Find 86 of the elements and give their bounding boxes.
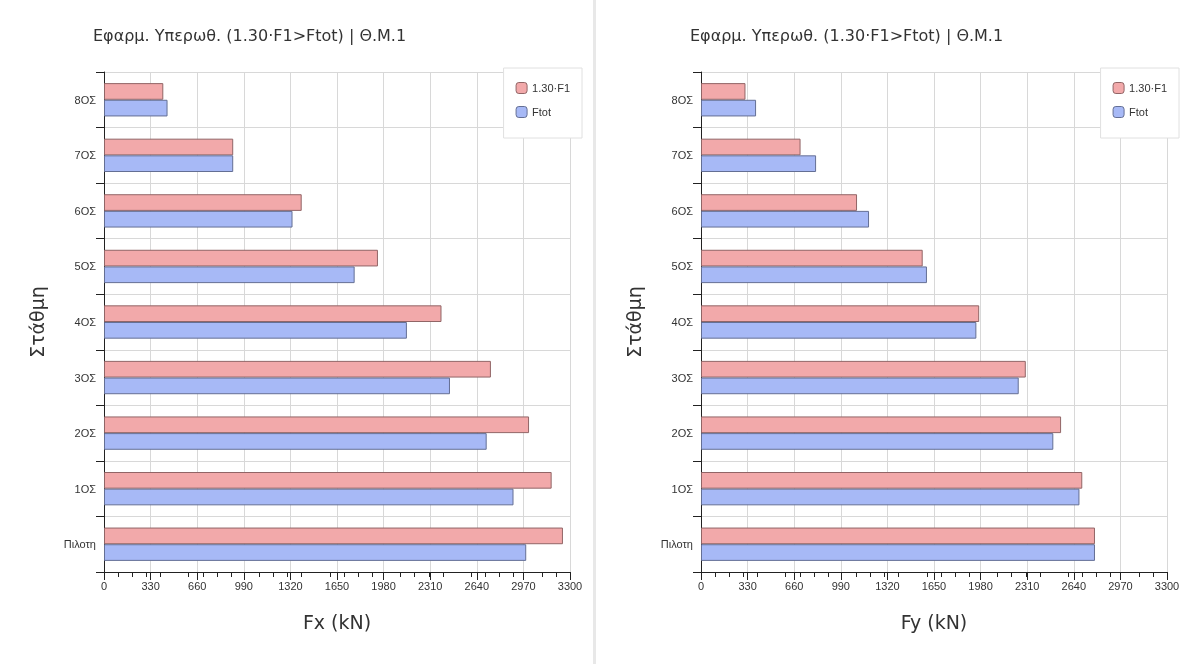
y-tick-label: 6ΟΣ [671,204,694,217]
x-tick-label: 3300 [557,579,583,592]
bar [104,210,293,228]
x-tick-label: 990 [234,579,253,592]
bar [104,377,450,395]
x-axis-title: Fx (kN) [302,610,372,633]
bar [104,155,234,172]
x-tick-label: 1650 [324,579,350,592]
bar [104,266,355,284]
y-tick-label: 8ΟΣ [74,93,97,106]
bar [701,472,1083,489]
y-tick-label: 1ΟΣ [74,482,97,495]
bar [701,266,927,284]
bar [701,83,746,100]
chart-title: Εφαρμ. Υπερωθ. (1.30·F1>Ftot) | Θ.Μ.1 [690,25,1004,45]
x-tick-label: 3300 [1154,579,1180,592]
bar [701,138,801,156]
bar [701,416,1062,434]
x-tick-label: 2640 [464,579,490,592]
y-tick-label: 3ΟΣ [671,371,694,384]
bar [104,194,302,211]
bar [701,155,817,172]
y-tick-label: Πιλοτη [63,538,96,551]
y-axis-title: Στάθμη [25,286,48,358]
bar [701,433,1054,450]
legend-label: 1.30·F1 [532,82,571,94]
bar [104,527,563,545]
y-tick-label: 3ΟΣ [74,371,97,384]
legend-label: Ftot [532,106,552,118]
y-tick-label: 4ΟΣ [671,316,694,328]
x-tick-label: 2970 [511,579,536,592]
bar [701,527,1095,545]
legend-label: 1.30·F1 [1129,82,1168,94]
x-tick-label: 2310 [1014,579,1040,592]
bar [104,472,552,489]
x-axis-title: Fy (kN) [900,610,968,633]
x-tick-label: 0 [100,579,108,592]
bar [701,194,858,211]
x-tick-label: 1320 [278,579,303,592]
x-tick-label: 330 [141,579,160,592]
bar [701,322,977,339]
chart-title: Εφαρμ. Υπερωθ. (1.30·F1>Ftot) | Θ.Μ.1 [93,25,407,45]
x-tick-label: 990 [831,579,850,592]
bar [104,138,234,156]
y-tick-label: 6ΟΣ [74,204,97,217]
bar [104,544,527,561]
y-tick-label: 5ΟΣ [671,260,694,273]
bar [701,360,1026,378]
bar [701,544,1095,561]
x-tick-label: 1320 [875,579,900,592]
bar [701,377,1019,395]
bar [104,305,442,322]
y-tick-label: 2ΟΣ [74,427,97,440]
bar [701,210,870,228]
y-tick-label: 4ΟΣ [74,316,97,328]
y-tick-label: 1ΟΣ [671,482,694,495]
x-tick-label: 2970 [1108,579,1133,592]
bar [104,433,487,450]
bar [701,249,923,267]
y-axis-title: Στάθμη [622,286,645,358]
x-tick-label: 2640 [1061,579,1087,592]
x-tick-label: 330 [738,579,757,592]
bar [104,99,168,117]
x-tick-label: 1650 [921,579,947,592]
bar [701,99,757,117]
bar [104,488,514,506]
y-tick-label: 5ΟΣ [74,260,97,273]
y-tick-label: 8ΟΣ [671,93,694,106]
x-tick-label: 1980 [968,579,993,592]
bar [104,322,407,339]
x-tick-label: 2310 [417,579,443,592]
bar [104,249,378,267]
y-tick-label: Πιλοτη [660,538,693,551]
x-tick-label: 1980 [371,579,396,592]
x-tick-label: 660 [785,579,804,592]
bar [104,416,530,434]
legend-label: Ftot [1129,106,1149,118]
bar [701,305,980,322]
bar [701,488,1080,506]
y-tick-label: 7ΟΣ [74,149,97,162]
bar [104,83,164,100]
y-tick-label: 2ΟΣ [671,427,694,440]
x-tick-label: 0 [697,579,705,592]
x-tick-label: 660 [188,579,207,592]
y-tick-label: 7ΟΣ [671,149,694,162]
bar [104,360,491,378]
